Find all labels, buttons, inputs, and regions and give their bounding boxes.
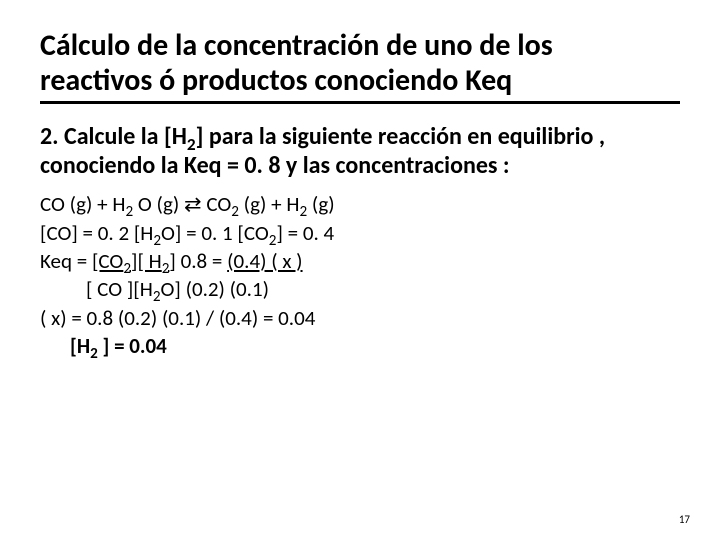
ans-a: [H bbox=[70, 333, 90, 359]
conc-c: O] = 0. 1 [CO bbox=[161, 220, 269, 246]
keq-num-a: [CO bbox=[92, 248, 123, 274]
keq-den-c: O] (0.2) (0.1) bbox=[161, 276, 270, 302]
keq-expression-line: Keq = [CO2][ H2] 0.8 = (0.4) ( x ) bbox=[40, 247, 680, 275]
title-line-1: Cálculo de la concentración de uno de lo… bbox=[40, 28, 680, 63]
keq-rhs: (0.4) ( x ) bbox=[227, 248, 302, 274]
solve-line: ( x) = 0.8 (0.2) (0.1) / (0.4) = 0.04 bbox=[40, 304, 680, 332]
concentrations-line: [CO] = 0. 2 [H2O] = 0. 1 [CO2] = 0. 4 bbox=[40, 219, 680, 247]
reaction-equation: CO (g) + H2 O (g) ⇄ CO2 (g) + H2 (g) bbox=[40, 190, 680, 218]
eq-g: (g) bbox=[307, 191, 334, 217]
slide-title: Cálculo de la concentración de uno de lo… bbox=[40, 28, 680, 104]
problem-text-1: 2. Calcule la [H bbox=[40, 122, 187, 151]
conc-e: ] = 0. 4 bbox=[276, 220, 334, 246]
answer-line: [H2 ] = 0.04 bbox=[40, 332, 680, 360]
keq-denominator-line: [ CO ][H2O] (0.2) (0.1) bbox=[40, 275, 680, 303]
keq-a: Keq = bbox=[40, 248, 92, 274]
title-line-2: reactivos ó productos conociendo Keq bbox=[40, 63, 680, 98]
conc-a: [CO] = 0. 2 [H bbox=[40, 220, 153, 246]
keq-den-a: [ CO ][H bbox=[86, 276, 153, 302]
keq-gap: 0.8 = bbox=[176, 248, 227, 274]
page-number: 17 bbox=[679, 513, 690, 526]
eq-a: CO (g) + H bbox=[40, 191, 125, 217]
problem-statement: 2. Calcule la [H2] para la siguiente rea… bbox=[40, 122, 680, 181]
ans-c: ] = 0.04 bbox=[98, 333, 167, 359]
keq-num-c: ][ H bbox=[131, 248, 162, 274]
eq-c: O (g) ⇄ CO bbox=[133, 191, 231, 217]
worked-solution: CO (g) + H2 O (g) ⇄ CO2 (g) + H2 (g) [CO… bbox=[40, 190, 680, 360]
eq-e: (g) + H bbox=[239, 191, 300, 217]
ans-b: 2 bbox=[90, 345, 98, 363]
